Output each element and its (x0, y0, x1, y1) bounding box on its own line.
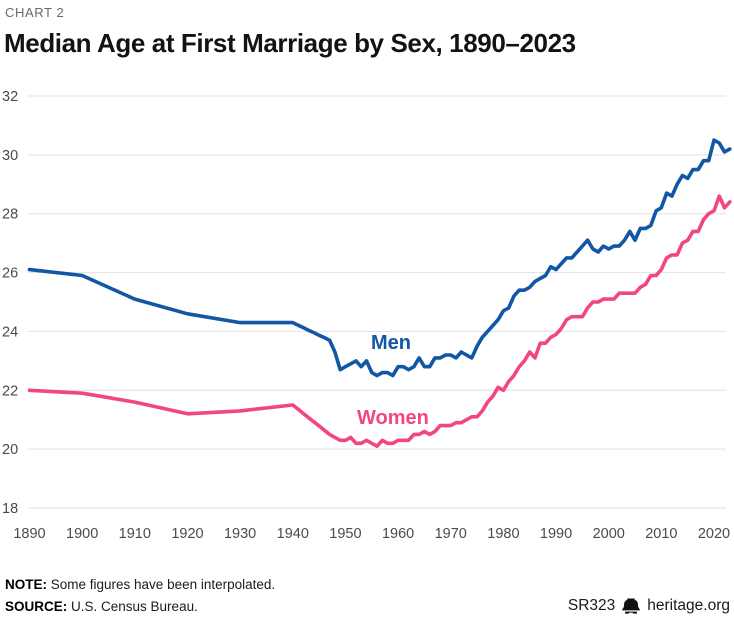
y-tick-label-30: 30 (2, 148, 18, 164)
series-line-women (27, 194, 732, 449)
x-tick-label-1990: 1990 (540, 526, 572, 542)
note-text: Some figures have been interpolated. (47, 577, 276, 592)
series-label-women: Women (357, 407, 429, 429)
x-tick-label-2000: 2000 (593, 526, 625, 542)
x-tick-label-1940: 1940 (277, 526, 309, 542)
source-label: SOURCE: (5, 599, 68, 614)
chart-note: NOTE: Some figures have been interpolate… (5, 577, 275, 592)
series-label-men: Men (371, 332, 411, 354)
x-tick-label-1900: 1900 (66, 526, 98, 542)
y-tick-label-32: 32 (2, 89, 18, 105)
y-tick-label-20: 20 (2, 442, 18, 458)
x-tick-label-1960: 1960 (382, 526, 414, 542)
y-tick-label-26: 26 (2, 266, 18, 282)
x-tick-label-1920: 1920 (171, 526, 203, 542)
x-tick-label-2020: 2020 (698, 526, 730, 542)
x-tick-label-2010: 2010 (645, 526, 677, 542)
y-tick-label-18: 18 (2, 501, 18, 517)
chart-title: Median Age at First Marriage by Sex, 189… (4, 28, 576, 58)
site-name: heritage.org (647, 597, 730, 614)
chart-source: SOURCE: U.S. Census Bureau. (5, 599, 198, 614)
y-tick-label-22: 22 (2, 383, 18, 399)
chart-kicker: CHART 2 (5, 5, 65, 20)
series-line-men (27, 138, 732, 378)
liberty-bell-icon (622, 597, 641, 614)
y-tick-label-24: 24 (2, 324, 18, 340)
x-tick-label-1970: 1970 (435, 526, 467, 542)
report-id: SR323 (567, 597, 616, 614)
source-text: U.S. Census Bureau. (67, 599, 198, 614)
x-tick-label-1890: 1890 (13, 526, 45, 542)
report-branding: SR323 heritage.org (568, 597, 730, 615)
y-tick-label-28: 28 (2, 207, 18, 223)
x-tick-label-1980: 1980 (487, 526, 519, 542)
x-tick-label-1910: 1910 (119, 526, 151, 542)
x-tick-label-1930: 1930 (224, 526, 256, 542)
x-tick-label-1950: 1950 (329, 526, 361, 542)
note-label: NOTE: (5, 577, 47, 592)
